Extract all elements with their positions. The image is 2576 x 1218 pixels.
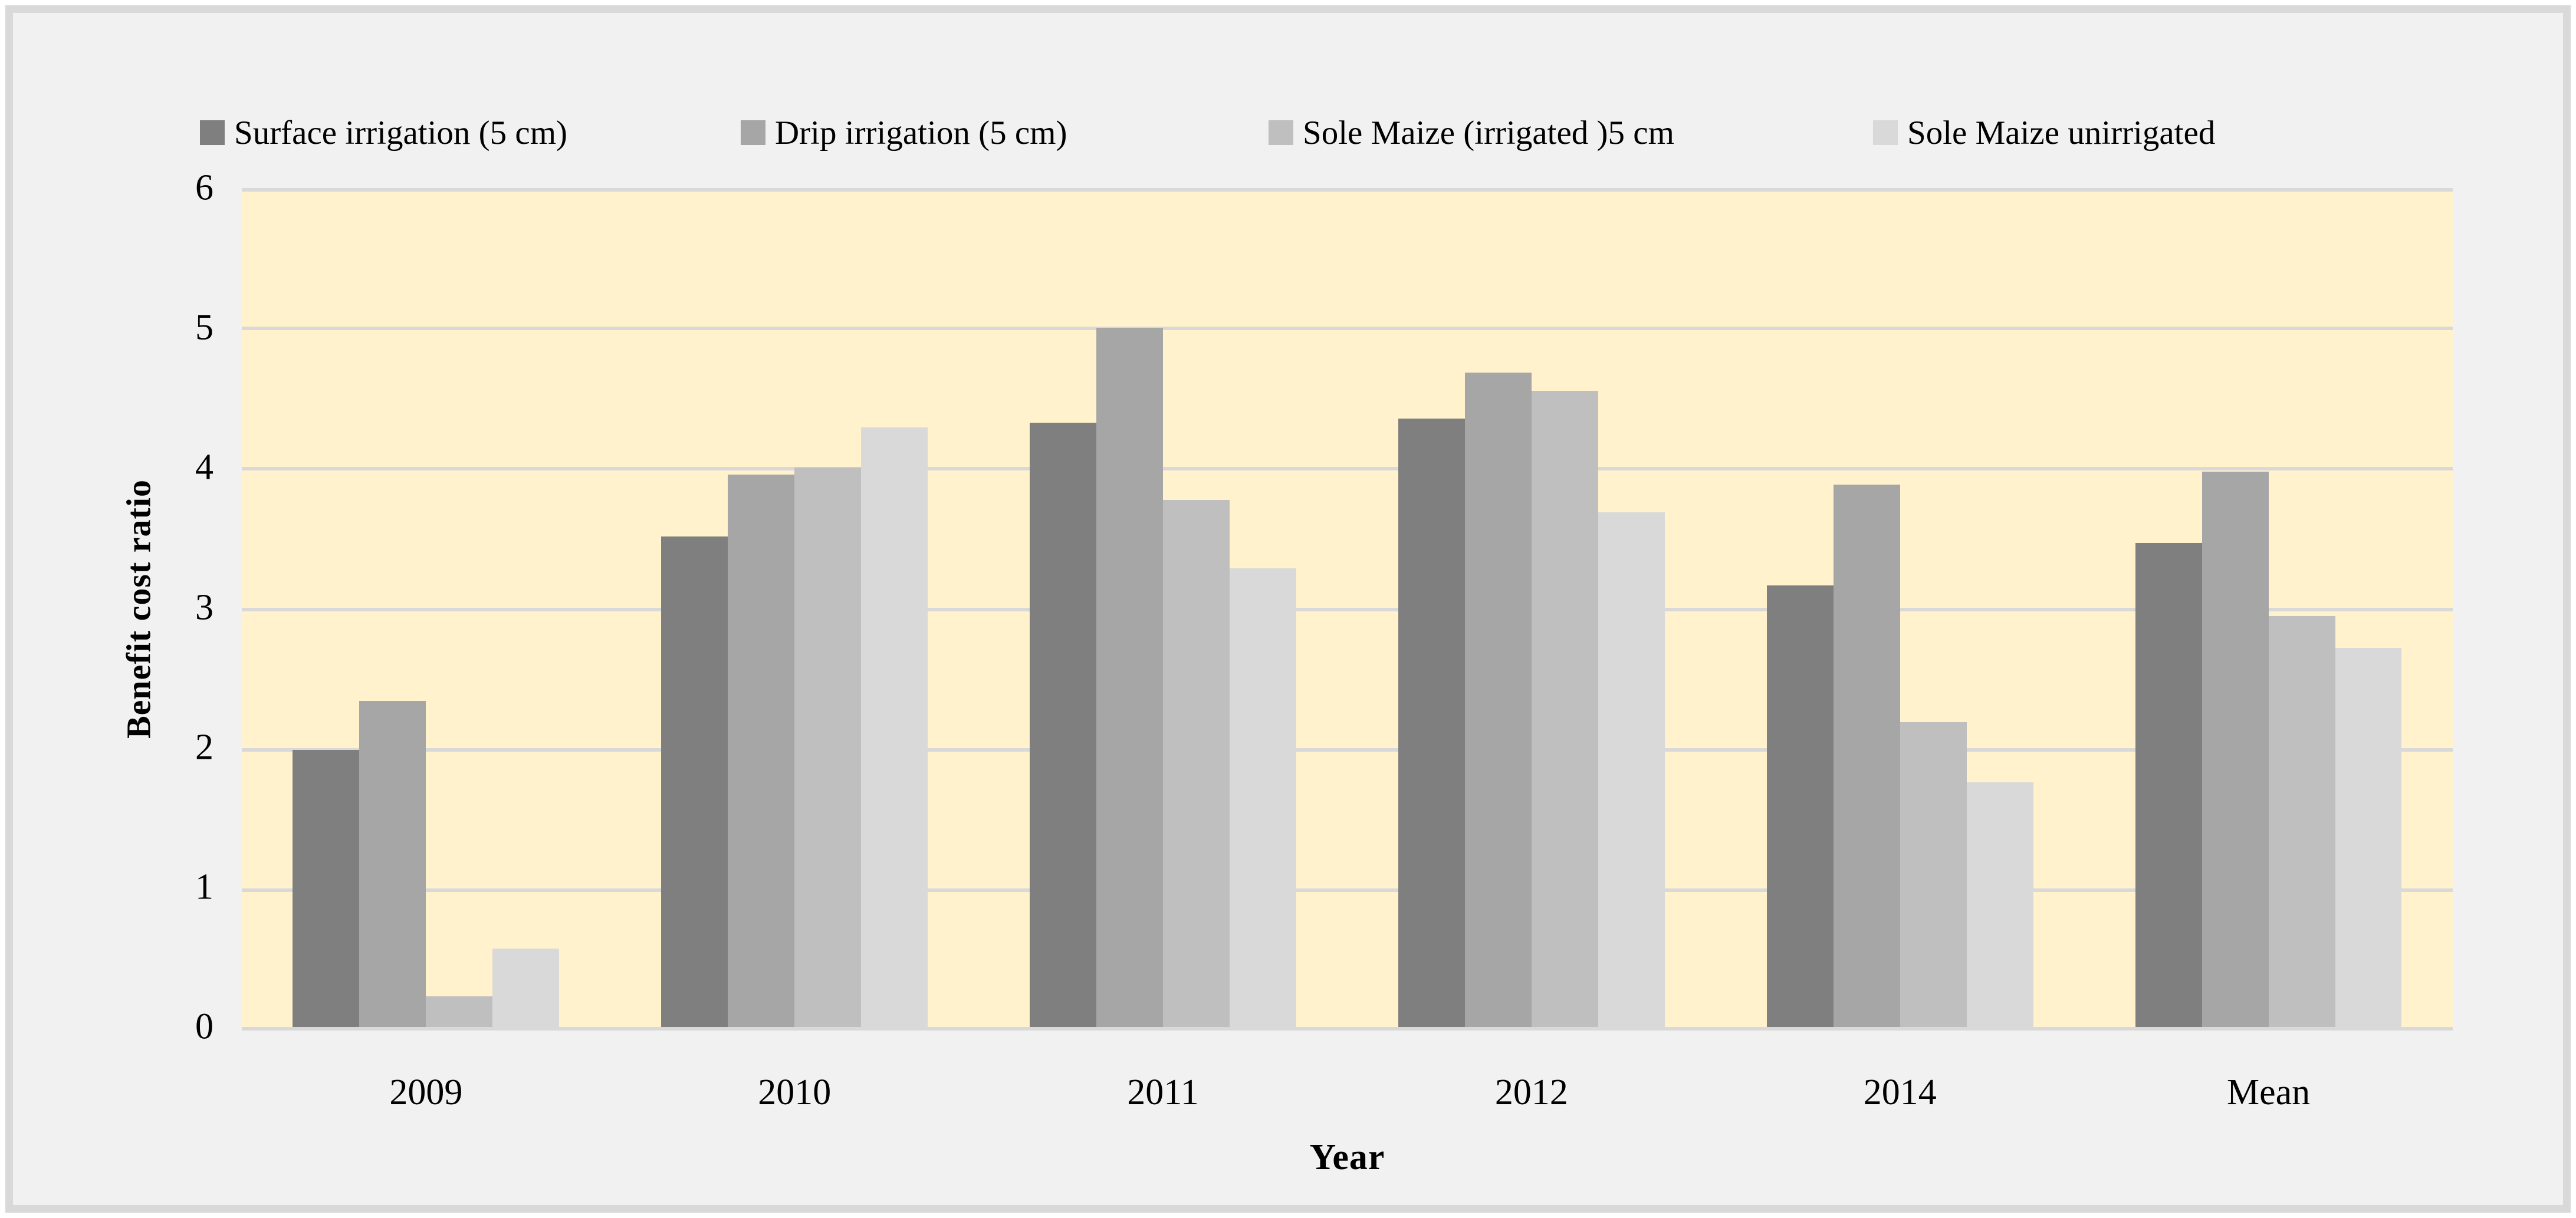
gridline-y-6	[242, 188, 2453, 192]
legend-item-surface-irrigation: Surface irrigation (5 cm)	[200, 106, 567, 159]
category-group-Mean	[2084, 188, 2453, 1027]
bar	[1398, 419, 1465, 1027]
bar	[661, 536, 728, 1027]
bar	[1531, 390, 1598, 1027]
bars-layer	[242, 188, 2453, 1027]
gridline-y-3	[242, 607, 2453, 611]
category-group-2010	[610, 188, 979, 1027]
legend-swatch-drip-irrigation	[741, 120, 765, 145]
bar	[359, 701, 426, 1027]
legend-label-sole-maize-irrigated: Sole Maize (irrigated )5 cm	[1303, 114, 1674, 152]
bar	[1966, 782, 2033, 1027]
legend-label-surface-irrigation: Surface irrigation (5 cm)	[234, 114, 568, 152]
bar	[1833, 484, 1900, 1027]
x-tick-label-2012: 2012	[1494, 1072, 1568, 1112]
gridline-y-4	[242, 467, 2453, 471]
bar	[2135, 543, 2202, 1027]
bar	[794, 468, 862, 1027]
y-axis-tick-labels: 0 1 2 3 4 5 6	[13, 168, 213, 1047]
bar	[1230, 568, 1296, 1027]
category-group-2014	[1716, 188, 2084, 1027]
category-group-2011	[979, 188, 1348, 1027]
x-tick-label-2009: 2009	[389, 1072, 463, 1112]
bar	[728, 475, 795, 1027]
y-tick-label-1: 1	[195, 867, 213, 907]
bar	[1766, 585, 1834, 1027]
bar	[1030, 423, 1097, 1027]
bar	[1163, 499, 1230, 1027]
y-tick-label-5: 5	[195, 307, 213, 348]
y-tick-label-6: 6	[195, 167, 213, 208]
bar	[2335, 648, 2402, 1027]
y-tick-label-0: 0	[195, 1006, 213, 1047]
bar	[492, 949, 560, 1027]
legend-item-sole-maize-irrigated: Sole Maize (irrigated )5 cm	[1269, 106, 1674, 159]
bar	[2202, 472, 2269, 1027]
bar	[1464, 373, 1532, 1027]
bar	[293, 750, 360, 1027]
x-axis-title: Year	[1309, 1137, 1385, 1177]
bar	[1096, 328, 1164, 1027]
figure-frame: Surface irrigation (5 cm) Drip irrigatio…	[5, 5, 2571, 1213]
bar	[1900, 722, 1967, 1027]
x-tick-label-2011: 2011	[1127, 1072, 1199, 1112]
y-tick-label-2: 2	[195, 727, 213, 768]
category-group-2009	[242, 188, 610, 1027]
x-tick-label-2014: 2014	[1863, 1072, 1937, 1112]
x-axis-tick-labels: 2009 2010 2011 2012 2014 Mean	[242, 1072, 2453, 1148]
plot-area	[242, 188, 2453, 1031]
legend-item-drip-irrigation: Drip irrigation (5 cm)	[741, 106, 1067, 159]
y-tick-label-4: 4	[195, 447, 213, 488]
chart-panel: Surface irrigation (5 cm) Drip irrigatio…	[13, 13, 2563, 1205]
gridline-y-5	[242, 327, 2453, 331]
legend-swatch-sole-maize-irrigated	[1269, 120, 1293, 145]
legend-label-drip-irrigation: Drip irrigation (5 cm)	[775, 114, 1067, 152]
gridline-y-1	[242, 888, 2453, 892]
x-tick-label-Mean: Mean	[2226, 1072, 2311, 1112]
bar	[1598, 512, 1665, 1027]
legend-item-sole-maize-unirrigated: Sole Maize unirrigated	[1873, 106, 2215, 159]
legend-label-sole-maize-unirrigated: Sole Maize unirrigated	[1907, 114, 2216, 152]
x-tick-label-2010: 2010	[758, 1072, 832, 1112]
gridline-y-0	[242, 1027, 2453, 1031]
bar	[2268, 615, 2335, 1027]
y-tick-label-3: 3	[195, 587, 213, 627]
gridline-y-2	[242, 748, 2453, 752]
bar	[861, 427, 928, 1027]
legend-swatch-sole-maize-unirrigated	[1873, 120, 1898, 145]
category-group-2012	[1347, 188, 1716, 1027]
legend-swatch-surface-irrigation	[200, 120, 225, 145]
bar	[426, 996, 493, 1027]
